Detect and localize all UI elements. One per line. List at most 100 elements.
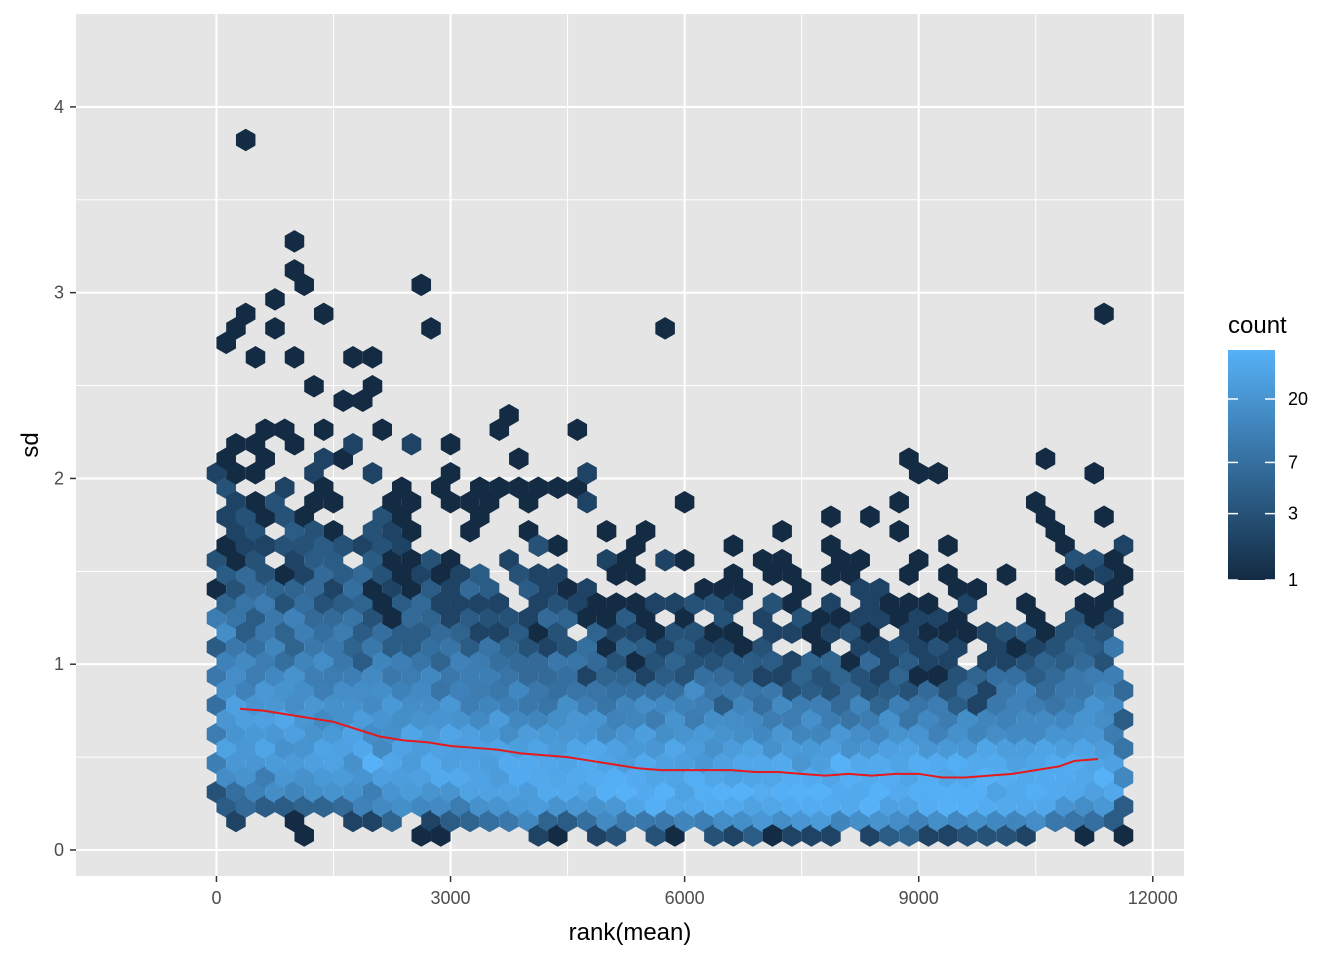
hex-bin xyxy=(1074,737,1095,760)
hex-bin xyxy=(986,664,1007,688)
x-tick-label: 3000 xyxy=(431,888,471,908)
hex-bin xyxy=(440,606,461,630)
hex-bin xyxy=(304,780,324,804)
hex-bin xyxy=(899,824,919,847)
hex-bin xyxy=(821,534,841,557)
hex-bin xyxy=(830,606,851,630)
hex-bin xyxy=(313,476,334,499)
hex-bin xyxy=(752,722,773,746)
hex-bin xyxy=(694,693,714,717)
hex-bin xyxy=(333,621,353,644)
hex-bin xyxy=(684,737,705,760)
hex-bin xyxy=(557,606,578,630)
legend-tick-label: 7 xyxy=(1288,452,1298,472)
hex-bin xyxy=(723,563,744,586)
hex-bin xyxy=(343,751,363,775)
hex-bin xyxy=(284,809,305,833)
hex-bin xyxy=(313,592,334,615)
hex-bin xyxy=(899,737,919,760)
hex-bin xyxy=(479,635,500,659)
hex-bin xyxy=(538,809,558,833)
hex-bin xyxy=(392,592,412,615)
hex-bin xyxy=(499,404,519,427)
hex-bin xyxy=(928,461,948,485)
hex-bin xyxy=(645,679,666,702)
hex-bin xyxy=(226,606,246,630)
hex-bin xyxy=(860,505,880,528)
hex-bin xyxy=(616,780,636,804)
hex-bin xyxy=(1025,809,1046,833)
hex-bin xyxy=(294,621,314,644)
hex-bin xyxy=(284,519,305,543)
hex-bin xyxy=(1025,635,1046,659)
hex-bin xyxy=(333,592,353,615)
hex-bin xyxy=(206,548,227,572)
hex-bin xyxy=(479,606,500,630)
hex-bin xyxy=(333,737,353,760)
hex-bin xyxy=(1045,664,1066,688)
hex-bin xyxy=(392,476,412,499)
legend-ticks: 1 3 7 20 xyxy=(1228,389,1308,590)
hex-bin xyxy=(996,795,1017,818)
hex-bin xyxy=(811,780,831,804)
hex-bin xyxy=(509,650,529,673)
hex-bin xyxy=(538,577,558,601)
hex-bin xyxy=(421,693,441,717)
hex-bin xyxy=(577,780,597,804)
hex-bin xyxy=(996,824,1017,847)
hex-bin xyxy=(811,664,831,688)
hex-bin xyxy=(684,795,705,818)
hex-bin xyxy=(226,490,246,514)
hex-bin xyxy=(635,780,656,804)
hex-bin xyxy=(801,824,822,847)
hex-bin xyxy=(450,708,471,731)
hex-bin xyxy=(791,664,812,688)
hex-bin xyxy=(470,708,490,731)
hex-bin xyxy=(947,693,968,717)
hex-bin xyxy=(265,288,285,311)
hex-bin xyxy=(489,621,510,644)
hex-bin xyxy=(918,737,939,760)
hex-bin xyxy=(489,679,510,702)
hex-bin xyxy=(431,621,451,644)
hex-bin xyxy=(235,592,256,615)
hex-bin xyxy=(899,592,919,615)
hex-bin xyxy=(762,824,783,847)
hex-bin xyxy=(850,664,870,688)
hex-bin xyxy=(1094,737,1114,760)
hex-bin xyxy=(606,592,627,615)
hex-bin xyxy=(616,809,636,833)
hex-bin xyxy=(401,780,422,804)
hex-bin xyxy=(1016,592,1036,615)
hex-bin xyxy=(596,722,617,746)
hex-bin xyxy=(235,534,256,557)
hex-bin xyxy=(392,650,412,673)
hex-bin xyxy=(255,766,275,789)
hex-bin xyxy=(528,766,549,789)
hex-bin xyxy=(801,679,822,702)
hex-bin xyxy=(440,751,461,775)
hex-bin xyxy=(294,592,314,615)
hex-bin xyxy=(616,722,636,746)
hex-bin xyxy=(889,490,909,514)
hex-bin xyxy=(704,621,724,644)
hex-bin xyxy=(538,693,558,717)
hex-bin xyxy=(382,780,402,804)
hex-bin xyxy=(606,650,627,673)
hex-bin xyxy=(879,650,900,673)
hex-bin xyxy=(733,780,753,804)
hex-bin xyxy=(548,766,568,789)
hex-bin xyxy=(489,795,510,818)
hex-bin xyxy=(343,635,363,659)
hex-bin xyxy=(489,766,510,789)
hex-bin xyxy=(1094,650,1114,673)
hex-bin xyxy=(1025,606,1046,630)
hex-bin xyxy=(440,693,461,717)
hex-bin xyxy=(440,490,461,514)
hex-bin xyxy=(1104,577,1124,601)
hex-bin xyxy=(1055,708,1075,731)
hex-bin xyxy=(752,693,773,717)
hex-bin xyxy=(684,621,705,644)
hex-bin xyxy=(245,490,266,514)
hex-bin xyxy=(821,505,841,528)
